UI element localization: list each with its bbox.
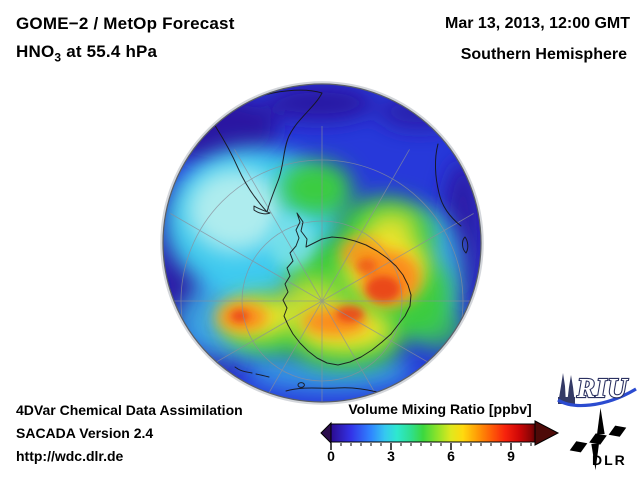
- riu-cathedral-icon: [558, 373, 575, 404]
- globe-field: [163, 84, 481, 402]
- coastline-antarctica: [282, 212, 412, 366]
- footer-method: 4DVar Chemical Data Assimilation: [16, 402, 243, 418]
- colorbar-tick-3: 3: [387, 448, 395, 464]
- species-formula-subscript: 3: [54, 50, 62, 65]
- footer-url: http://wdc.dlr.de: [16, 448, 124, 464]
- species-formula: HNO: [16, 42, 55, 61]
- dlr-emblem-icon: [569, 408, 627, 471]
- dlr-wordmark: DLR: [592, 452, 627, 468]
- colorbar-tick-9: 9: [507, 448, 515, 464]
- colorbar-tick-6: 6: [447, 448, 455, 464]
- product-title: GOME−2 / MetOp Forecast: [16, 14, 235, 33]
- riu-wave-icon: [557, 387, 637, 408]
- riu-logo: RIU RIU: [557, 372, 637, 408]
- riu-wordmark-outline: RIU: [576, 373, 629, 403]
- pressure-level: at 55.4 hPa: [61, 42, 158, 61]
- colorbar-tick-0: 0: [327, 448, 335, 464]
- species-level-title: HNO3 at 55.4 hPa: [16, 42, 157, 64]
- globe-outer-halo: [160, 81, 484, 405]
- coastline-africa: [435, 143, 469, 254]
- globe-limb: [162, 83, 482, 403]
- riu-wordmark: RIU: [576, 373, 629, 403]
- coastline-bottom-islands: [234, 366, 378, 393]
- colorbar-title: Volume Mixing Ratio [ppbv]: [348, 401, 532, 417]
- footer-version: SACADA Version 2.4: [16, 425, 154, 441]
- hemisphere-label: Southern Hemisphere: [460, 46, 627, 63]
- datetime-label: Mar 13, 2013, 12:00 GMT: [445, 15, 630, 32]
- dlr-logo: DLR: [569, 408, 627, 471]
- graticule: [163, 126, 481, 402]
